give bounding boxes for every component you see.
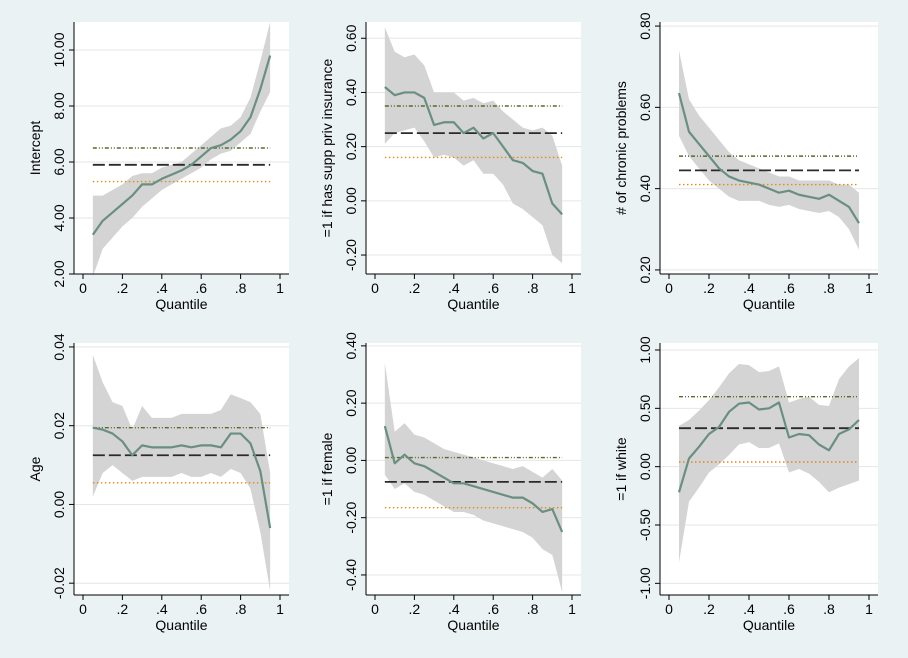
- y-axis-title: Age: [27, 456, 43, 481]
- x-axis-title: Quantile: [447, 296, 499, 312]
- y-tick-label: 0.80: [637, 12, 653, 39]
- x-tick-label: .2: [117, 280, 129, 296]
- x-tick-label: 1: [865, 601, 873, 617]
- x-tick-label: 0: [371, 601, 379, 617]
- y-axis-title: # of chronic problems: [613, 81, 629, 215]
- x-tick-label: .6: [783, 601, 795, 617]
- y-tick-label: 0.40: [637, 175, 653, 202]
- y-axis-title: =1 if white: [613, 437, 629, 501]
- panel-supp_priv_insurance: 0 .2 .4 .6 .8 1 -0.20 0.00 0.20 0.40 0.60 Quantile =…: [319, 22, 581, 312]
- x-axis-title: Quantile: [743, 617, 795, 633]
- x-axis-title: Quantile: [447, 617, 499, 633]
- x-tick-label: 1: [276, 601, 284, 617]
- panel-female: 0 .2 .4 .6 .8 1 -0.40 -0.20 0.00 0.20 0.40 Quantile…: [319, 332, 581, 633]
- quantile-estimate-line: [383, 425, 564, 533]
- y-tick-label: 0.02: [51, 412, 67, 439]
- quantile-estimate-line: [677, 401, 860, 493]
- panel-white: 0 .2 .4 .6 .8 1 -1.00 -0.50 0.00 0.50 1.00 Quantile…: [613, 336, 878, 633]
- panel-intercept: 0 .2 .4 .6 .8 1 2.00 4.00 6.00 8.00 10.00 Quantile I…: [27, 22, 289, 312]
- confidence-band: [679, 50, 859, 250]
- y-tick-label: 0.00: [637, 453, 653, 480]
- x-tick-label: 0: [79, 280, 87, 296]
- y-tick-label: 0.50: [637, 394, 653, 421]
- x-tick-label: .4: [448, 280, 460, 296]
- x-tick-label: .6: [195, 601, 207, 617]
- y-tick-label: -1.00: [637, 567, 653, 599]
- y-tick-label: -0.50: [637, 509, 653, 541]
- y-tick-label: 4.00: [51, 204, 67, 231]
- quantile-estimate-line: [92, 426, 272, 529]
- y-axis-title: =1 if female: [319, 432, 335, 505]
- y-tick-label: 0.00: [343, 187, 359, 214]
- x-tick-label: 0: [665, 601, 673, 617]
- y-tick-label: 10.00: [51, 32, 67, 67]
- x-tick-label: .2: [409, 280, 421, 296]
- x-tick-label: .4: [743, 280, 755, 296]
- panel-age: 0 .2 .4 .6 .8 1 -0.02 0.00 0.02 0.04 Quantile Age: [27, 333, 289, 633]
- y-axis-title: =1 if has supp priv insurance: [319, 58, 335, 237]
- x-tick-label: 1: [568, 601, 576, 617]
- x-tick-label: 0: [371, 280, 379, 296]
- x-tick-label: .6: [195, 280, 207, 296]
- y-tick-label: 0.00: [51, 491, 67, 518]
- x-axis-title: Quantile: [155, 296, 207, 312]
- x-tick-label: .2: [703, 280, 715, 296]
- x-axis-title: Quantile: [155, 617, 207, 633]
- panel-chronic_problems: 0 .2 .4 .6 .8 1 0.20 0.40 0.60 0.80 Quantile # of c…: [613, 12, 878, 312]
- x-tick-label: .8: [235, 280, 247, 296]
- y-tick-label: 0.20: [343, 133, 359, 160]
- quantile-estimate-line: [91, 55, 272, 236]
- x-tick-label: .8: [527, 280, 539, 296]
- y-tick-label: -0.40: [343, 559, 359, 591]
- y-axis-title: Intercept: [27, 121, 43, 176]
- confidence-band: [679, 358, 859, 563]
- y-tick-label: 0.40: [343, 332, 359, 359]
- x-axis-title: Quantile: [743, 296, 795, 312]
- x-tick-label: .8: [823, 280, 835, 296]
- confidence-band: [384, 363, 563, 593]
- x-tick-label: .8: [823, 601, 835, 617]
- x-tick-label: .2: [409, 601, 421, 617]
- x-tick-label: 1: [865, 280, 873, 296]
- y-tick-label: -0.20: [343, 502, 359, 534]
- y-tick-label: 0.20: [343, 389, 359, 416]
- x-tick-label: .6: [487, 601, 499, 617]
- x-tick-label: .8: [527, 601, 539, 617]
- y-tick-label: 0.00: [343, 447, 359, 474]
- confidence-band: [92, 354, 271, 592]
- x-tick-label: .6: [783, 280, 795, 296]
- x-tick-label: .4: [743, 601, 755, 617]
- x-tick-label: 1: [276, 280, 284, 296]
- y-tick-label: 0.60: [343, 24, 359, 51]
- y-tick-label: 6.00: [51, 148, 67, 175]
- y-tick-label: 0.20: [637, 256, 653, 283]
- confidence-band: [384, 27, 563, 264]
- y-tick-label: 0.40: [343, 79, 359, 106]
- x-tick-label: .4: [448, 601, 460, 617]
- x-tick-label: .2: [703, 601, 715, 617]
- x-tick-label: .6: [487, 280, 499, 296]
- x-tick-label: 1: [568, 280, 576, 296]
- y-tick-label: 2.00: [51, 260, 67, 287]
- x-tick-label: 0: [79, 601, 87, 617]
- y-tick-label: 1.00: [637, 336, 653, 363]
- quantile-estimate-line: [677, 92, 860, 224]
- y-tick-label: 0.04: [51, 333, 67, 360]
- x-tick-label: .4: [156, 280, 168, 296]
- x-tick-label: .4: [156, 601, 168, 617]
- y-tick-label: 0.60: [637, 94, 653, 121]
- y-tick-label: -0.20: [343, 239, 359, 271]
- x-tick-label: .8: [235, 601, 247, 617]
- quantile-estimate-line: [384, 86, 563, 216]
- y-tick-label: 8.00: [51, 92, 67, 119]
- x-tick-label: .2: [117, 601, 129, 617]
- y-tick-label: -0.02: [51, 567, 67, 599]
- x-tick-label: 0: [665, 280, 673, 296]
